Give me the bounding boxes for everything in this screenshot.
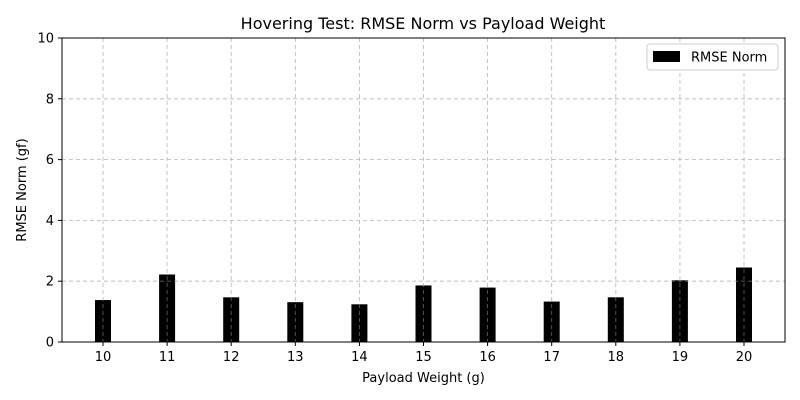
x-tick-label: 14 bbox=[351, 350, 368, 365]
x-tick-label: 12 bbox=[223, 350, 240, 365]
x-tick-label: 16 bbox=[479, 350, 496, 365]
x-tick-label: 19 bbox=[672, 350, 689, 365]
bar-13 bbox=[287, 302, 304, 342]
x-axis: 10 11 12 13 14 15 16 17 18 19 20 bbox=[95, 342, 753, 365]
x-axis-label: Payload Weight (g) bbox=[362, 371, 485, 386]
legend-swatch bbox=[653, 51, 680, 62]
x-tick-label: 15 bbox=[415, 350, 432, 365]
bar-11 bbox=[159, 274, 176, 342]
x-tick-label: 20 bbox=[736, 350, 753, 365]
x-tick-label: 13 bbox=[287, 350, 304, 365]
y-axis-label: RMSE Norm (gf) bbox=[15, 138, 30, 241]
y-tick-label: 0 bbox=[46, 336, 54, 351]
y-tick-label: 10 bbox=[37, 32, 54, 47]
y-tick-label: 6 bbox=[46, 153, 54, 168]
bar-14 bbox=[351, 304, 368, 342]
y-tick-label: 2 bbox=[46, 275, 54, 290]
x-tick-label: 18 bbox=[608, 350, 625, 365]
y-tick-label: 4 bbox=[46, 214, 54, 229]
legend-label: RMSE Norm bbox=[691, 51, 767, 66]
x-tick-label: 17 bbox=[543, 350, 560, 365]
y-tick-label: 8 bbox=[46, 92, 54, 107]
x-tick-label: 10 bbox=[95, 350, 112, 365]
legend-frame bbox=[646, 43, 779, 71]
x-tick-label: 11 bbox=[159, 350, 176, 365]
y-axis: 0 2 4 6 8 10 bbox=[37, 32, 62, 351]
legend: RMSE Norm bbox=[646, 43, 779, 71]
chart-title: Hovering Test: RMSE Norm vs Payload Weig… bbox=[241, 14, 606, 33]
